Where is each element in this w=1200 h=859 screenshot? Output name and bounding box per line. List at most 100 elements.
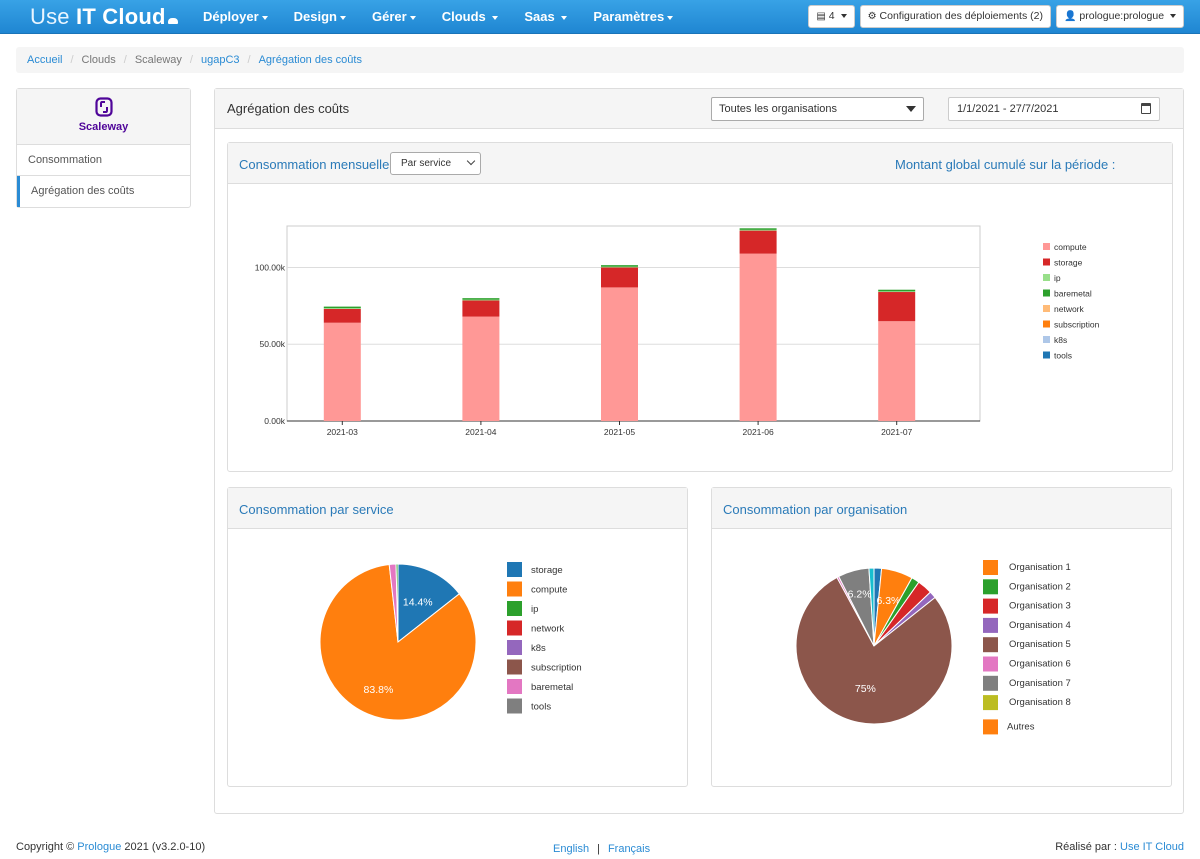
legend-label-autres: Autres	[1007, 721, 1035, 732]
menu-clouds[interactable]: Clouds	[429, 0, 512, 34]
group-by-value: Par service	[401, 158, 452, 169]
organisation-pie-chart: 6.3% 75% 6.2% Organisation 1 Organisation 2 O…	[795, 560, 1071, 735]
menu-saas[interactable]: Saas	[511, 0, 580, 34]
sidebar-item-aggregation[interactable]: Agrégation des coûts	[17, 176, 190, 207]
servers-button[interactable]: ▤ 4	[808, 5, 855, 28]
menu-label: Saas	[524, 9, 555, 24]
deploy-config-button[interactable]: ⚙ Configuration des déploiements (2)	[859, 5, 1051, 28]
legend-label-organisation-3: Organisation 3	[1009, 601, 1071, 612]
lang-french-link[interactable]: Français	[607, 843, 651, 855]
pie-value-label: 83.8%	[364, 684, 394, 696]
menu-label: Paramètres	[593, 9, 665, 24]
legend-swatch-ip	[507, 601, 522, 616]
organisation-panel-header: Consommation par organisation	[712, 488, 1171, 529]
scaleway-icon	[94, 97, 113, 117]
legend-swatch-organisation-7	[983, 675, 998, 691]
breadcrumb-current[interactable]: Agrégation des coûts	[258, 54, 362, 66]
bar-baremetal	[878, 289, 916, 292]
pie-slice-cyan	[868, 567, 875, 647]
user-menu-button[interactable]: 👤 prologue:prologue	[1055, 5, 1184, 28]
legend-swatch-k8s	[1043, 336, 1050, 343]
legend-label-organisation-2: Organisation 2	[1009, 581, 1071, 592]
servers-count: 4	[828, 10, 835, 22]
made-by-link[interactable]: Use IT Cloud	[1120, 841, 1184, 853]
x-tick-label: 2021-07	[881, 427, 912, 437]
caret-down-icon	[667, 15, 674, 20]
bar-ip	[323, 308, 361, 309]
legend-swatch-organisation-8	[983, 695, 998, 711]
caret-down-icon	[409, 15, 416, 20]
menu-design[interactable]: Design	[281, 0, 359, 34]
bar-ip	[601, 266, 638, 268]
legend-swatch-organisation-3	[983, 598, 998, 614]
legend-label-baremetal: baremetal	[531, 682, 573, 693]
legend-swatch-baremetal	[1043, 289, 1050, 297]
date-range-input[interactable]: 1/1/2021 - 27/7/2021	[948, 97, 1160, 121]
legend-swatch-tools	[507, 698, 522, 714]
monthly-panel-header: Consommation mensuelle Par service Monta…	[228, 143, 1172, 184]
service-panel-title: Consommation par service	[239, 502, 394, 517]
cloud-icon	[167, 18, 178, 24]
bar-compute	[601, 287, 638, 421]
menu-deployer[interactable]: Déployer	[190, 0, 281, 34]
sidebar: Scaleway Consommation Agrégation des coû…	[16, 88, 191, 208]
bar-compute	[462, 316, 500, 421]
footer-made-by: Réalisé par : Use IT Cloud	[1055, 841, 1184, 853]
company-link[interactable]: Prologue	[77, 841, 122, 853]
chevron-down-icon	[466, 156, 476, 166]
organisation-select-value: Toutes les organisations	[719, 103, 838, 115]
bar-baremetal	[323, 306, 361, 309]
date-range-value: 1/1/2021 - 27/7/2021	[957, 103, 1059, 115]
caret-down-icon	[840, 14, 847, 19]
triangle-down-icon	[906, 106, 916, 112]
bar-ip	[878, 291, 916, 293]
deploy-config-label: Configuration des déploiements (2)	[879, 10, 1043, 22]
monthly-bar-chart: 0.00k 50.00k 100.00k 2021-03 2021-04 2021-05 2…	[255, 225, 1100, 437]
copyright-suffix: 2021 (v3.2.0-10)	[121, 841, 206, 853]
breadcrumb-provider: Scaleway	[134, 54, 182, 66]
pie-value-label: 75%	[855, 683, 876, 695]
caret-down-icon	[492, 15, 499, 20]
pie-slice-ip	[395, 563, 399, 643]
group-by-select[interactable]: Par service	[390, 152, 481, 175]
legend-label-baremetal: baremetal	[1054, 289, 1092, 299]
breadcrumb-home[interactable]: Accueil	[27, 54, 63, 66]
bar-ip	[462, 299, 500, 301]
service-panel-header: Consommation par service	[228, 488, 687, 529]
scaleway-logo: Scaleway	[17, 89, 190, 145]
legend-label-organisation-4: Organisation 4	[1009, 620, 1071, 631]
legend-swatch-subscription	[507, 659, 522, 675]
breadcrumb-project[interactable]: ugapC3	[200, 54, 240, 66]
x-tick-label: 2021-03	[327, 427, 358, 437]
made-by-label: Réalisé par :	[1055, 841, 1120, 853]
brand-logo[interactable]: Use IT Cloud	[30, 4, 178, 30]
pie-slice-storage	[397, 563, 461, 644]
navbar-right: ▤ 4 ⚙ Configuration des déploiements (2) 👤…	[808, 5, 1184, 28]
bar-compute	[323, 322, 361, 421]
pie-value-label: 6.3%	[876, 595, 900, 607]
legend-label-tools: tools	[531, 702, 551, 713]
legend-swatch-storage	[1043, 258, 1050, 266]
legend-swatch-organisation-1	[983, 560, 998, 575]
menu-gerer[interactable]: Gérer	[359, 0, 429, 34]
bar-storage	[878, 292, 916, 322]
menu-parametres[interactable]: Paramètres	[580, 0, 686, 34]
brand-bold: IT Cloud	[76, 4, 166, 29]
caret-down-icon	[261, 15, 268, 20]
caret-down-icon	[561, 15, 568, 20]
bar-storage	[323, 308, 361, 323]
breadcrumb-clouds: Clouds	[81, 54, 116, 66]
lang-english-link[interactable]: English	[553, 843, 590, 855]
legend-label-subscription: subscription	[531, 663, 582, 674]
legend-swatch-compute	[1043, 243, 1050, 250]
bar-storage	[739, 230, 777, 254]
gear-icon: ⚙	[867, 11, 877, 22]
x-tick-label: 2021-06	[742, 427, 773, 437]
legend-label-compute: compute	[531, 585, 567, 596]
pie-slice-Organisation 5	[795, 576, 953, 725]
legend-label-compute: compute	[1054, 242, 1087, 252]
sidebar-item-consommation[interactable]: Consommation	[17, 145, 190, 176]
bar-compute	[739, 253, 777, 421]
calendar-icon[interactable]	[1141, 103, 1151, 114]
organisation-select[interactable]: Toutes les organisations	[711, 97, 924, 121]
